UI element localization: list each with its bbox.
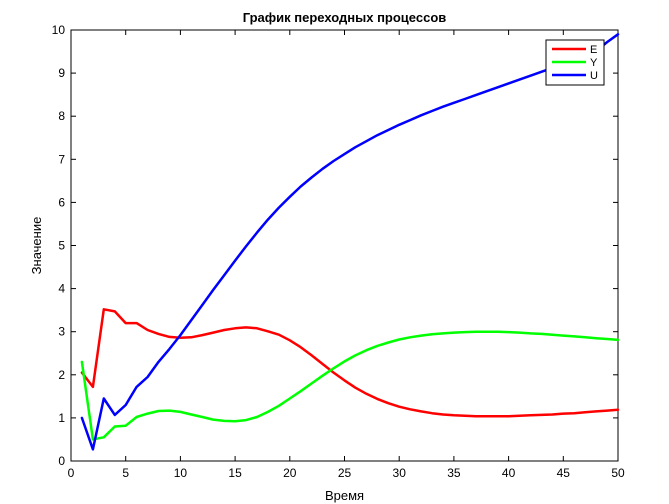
y-tick-label: 8 bbox=[58, 109, 65, 123]
y-tick-label: 1 bbox=[58, 411, 65, 425]
y-tick-label: 5 bbox=[58, 239, 65, 253]
x-tick-label: 50 bbox=[611, 466, 625, 480]
legend[interactable]: EYU bbox=[545, 39, 605, 86]
y-tick-label: 0 bbox=[58, 454, 65, 468]
x-tick-label: 10 bbox=[174, 466, 188, 480]
x-tick-label: 30 bbox=[393, 466, 407, 480]
x-tick-label: 20 bbox=[283, 466, 297, 480]
plot-frame bbox=[70, 29, 619, 462]
y-tick-label: 9 bbox=[58, 66, 65, 80]
x-tick-label: 25 bbox=[338, 466, 352, 480]
y-tick-label: 6 bbox=[58, 195, 65, 209]
x-axis: 0 5 10 15 20 25 30 35 40 45 50 bbox=[68, 30, 625, 480]
x-tick-label: 5 bbox=[122, 466, 129, 480]
x-tick-label: 15 bbox=[228, 466, 242, 480]
legend-label-e: E bbox=[590, 44, 597, 56]
series-line-e bbox=[80, 308, 620, 418]
series-line-u bbox=[80, 33, 620, 451]
x-tick-label: 35 bbox=[447, 466, 461, 480]
legend-label-u: U bbox=[590, 70, 598, 82]
x-axis-label: Время bbox=[325, 488, 364, 503]
series-layer bbox=[80, 33, 620, 451]
y-tick-label: 10 bbox=[52, 23, 66, 37]
chart-title: График переходных процессов bbox=[243, 10, 447, 25]
y-axis-label: Значение bbox=[29, 217, 44, 275]
y-axis: 0 1 2 3 4 5 6 7 8 9 10 bbox=[52, 23, 618, 468]
x-tick-label: 0 bbox=[68, 466, 75, 480]
y-tick-label: 7 bbox=[58, 152, 65, 166]
y-tick-label: 2 bbox=[58, 368, 65, 382]
y-tick-label: 4 bbox=[58, 282, 65, 296]
legend-label-y: Y bbox=[590, 57, 598, 69]
series-line-y bbox=[80, 330, 620, 441]
y-tick-label: 3 bbox=[58, 325, 65, 339]
x-tick-label: 40 bbox=[502, 466, 516, 480]
x-tick-label: 45 bbox=[557, 466, 571, 480]
